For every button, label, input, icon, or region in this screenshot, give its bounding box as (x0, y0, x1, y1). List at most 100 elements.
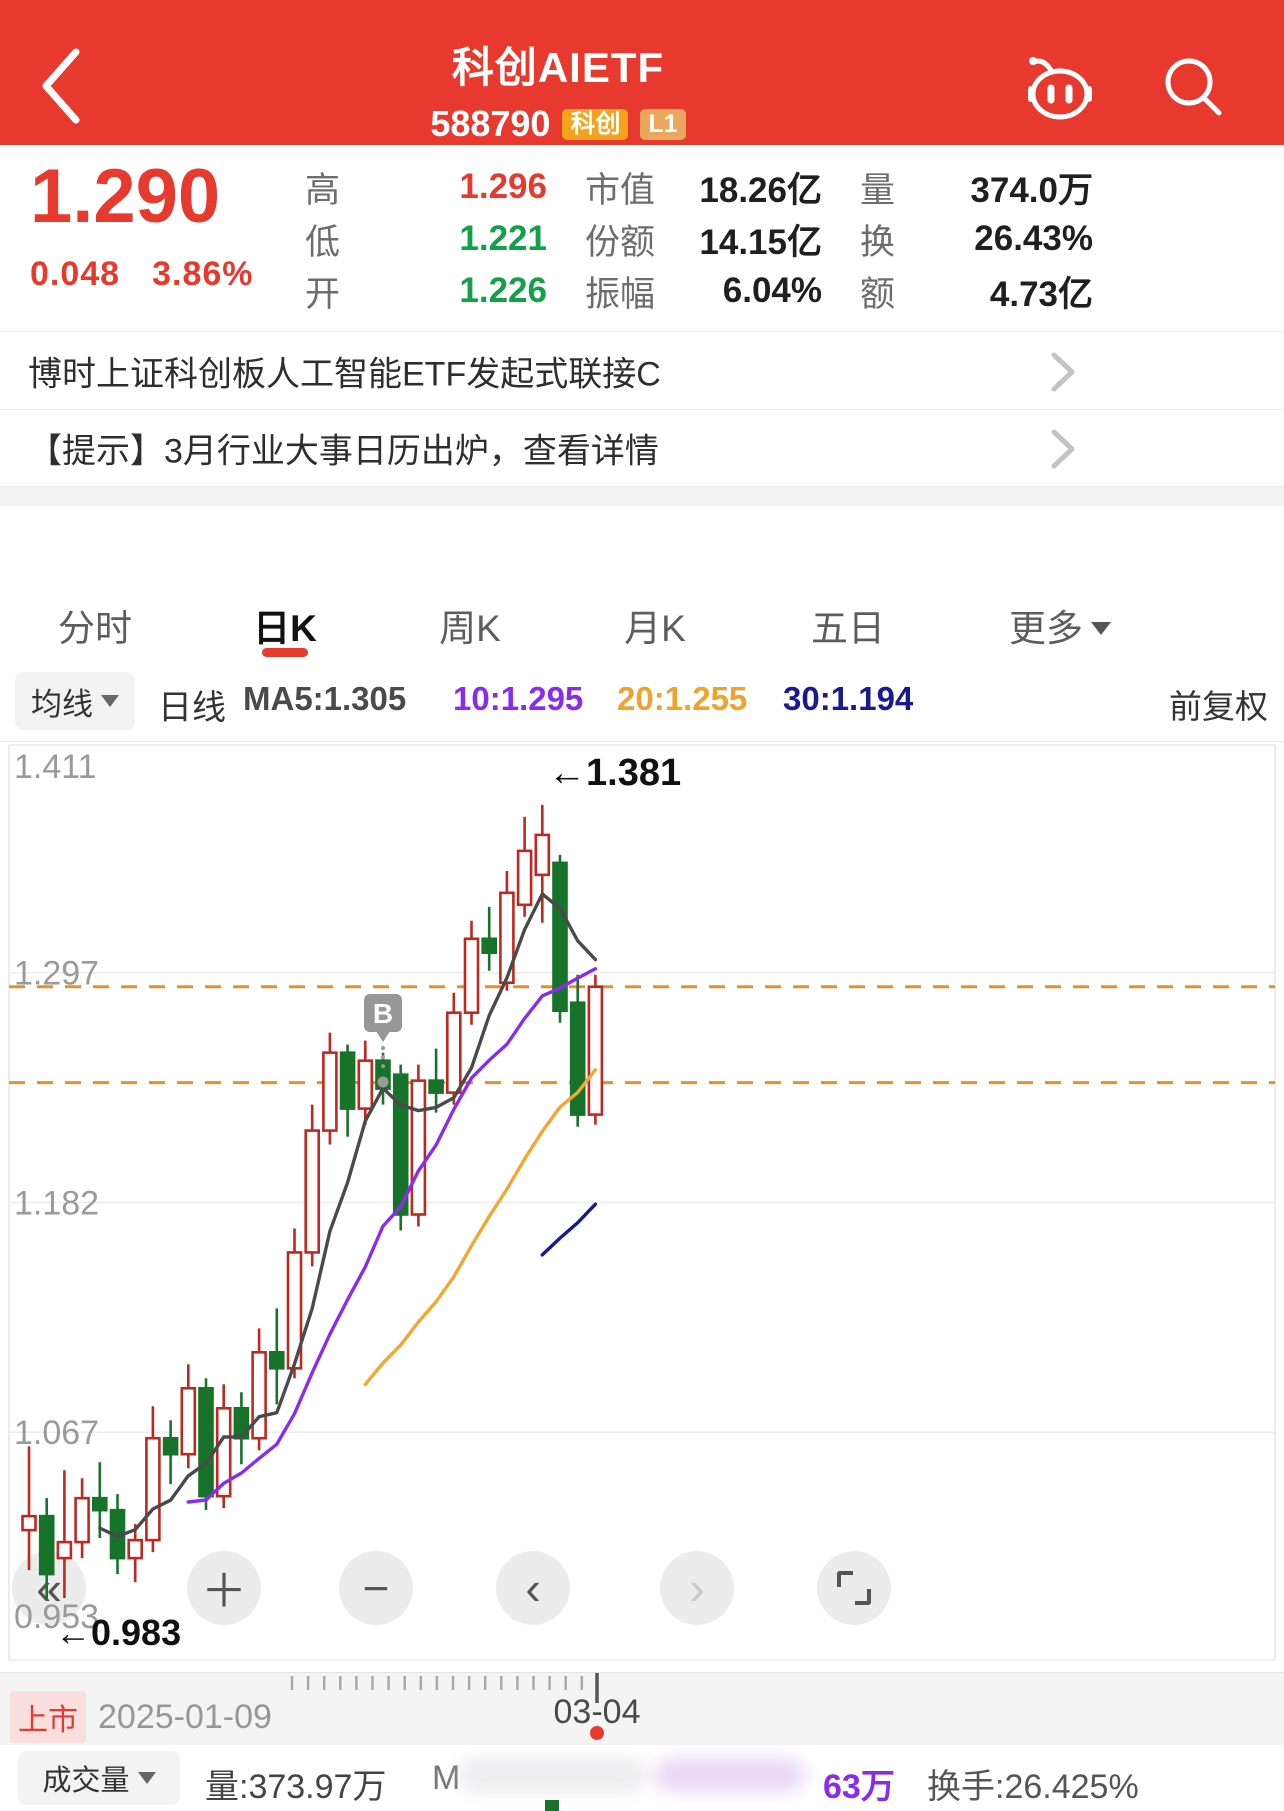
candle-down (198, 1386, 214, 1498)
stat-label: 额 (860, 274, 896, 314)
stat-value: 14.15亿 (699, 222, 822, 262)
page-title: 科创AIETF (451, 44, 665, 91)
candle-up (534, 833, 551, 877)
candle-down (233, 1406, 250, 1440)
candle-up (357, 1059, 374, 1110)
buy-marker-dot (377, 1076, 389, 1088)
candle-up (463, 937, 480, 1015)
listed-date: 2025-01-09 (98, 1697, 272, 1736)
section-divider (0, 487, 1284, 506)
candle-down (339, 1051, 356, 1110)
notice-row[interactable]: 【提示】3月行业大事日历出炉，查看详情 (0, 410, 1284, 487)
linked-fund-row[interactable]: 博时上证科创板人工智能ETF发起式联接C (0, 333, 1284, 410)
volume-indicator-selector[interactable]: 成交量 (18, 1751, 180, 1805)
candle-down (268, 1351, 285, 1370)
volume-ma-value: 63万 (823, 1768, 895, 1806)
tab-月K[interactable]: 月K (624, 608, 686, 649)
zoom-out-button[interactable]: − (339, 1551, 413, 1625)
tab-周K[interactable]: 周K (439, 608, 501, 649)
stat-label: 换 (860, 222, 896, 262)
last-price: 1.290 (30, 154, 221, 239)
ma-legend-item: 10:1.295 (453, 680, 584, 717)
stat-label: 开 (305, 274, 341, 314)
ma20-line (363, 1068, 598, 1387)
pan-left-button[interactable]: ‹ (496, 1551, 570, 1625)
search-icon[interactable] (1156, 52, 1232, 122)
candle-down (162, 1436, 179, 1456)
volume-row: 成交量 量:373.97万 M 63万 换手:26.425% (0, 1745, 1284, 1811)
stat-label: 份额 (585, 222, 656, 262)
tab-更多[interactable]: 更多 (1009, 598, 1111, 652)
ma-selector[interactable]: 均线 (15, 672, 135, 730)
stock-code: 588790 (430, 103, 551, 144)
cursor-dot (590, 1726, 604, 1740)
stat-value: 1.221 (459, 219, 547, 258)
period-tab-bar: 分时 日K 周K 月K 五日 更多 (0, 506, 1284, 1157)
chevron-right-icon (1051, 429, 1075, 469)
candle-down (392, 1073, 409, 1216)
stat-份额: 份额 14.15亿 (585, 213, 822, 265)
level-badge: L1 (640, 108, 686, 140)
candle-down (92, 1496, 108, 1512)
tab-五日[interactable]: 五日 (811, 608, 885, 649)
volume-ma-partial: M (432, 1759, 461, 1797)
quote-stat-column: 高 1.296 低 1.221 开 1.226 (305, 161, 547, 317)
candle-down (552, 861, 568, 1013)
rewind-button[interactable]: « (12, 1551, 86, 1625)
candle-up (587, 985, 604, 1116)
change-pct: 3.86% (152, 255, 254, 293)
pan-right-button[interactable]: › (660, 1551, 734, 1625)
candle-up (304, 1129, 321, 1254)
stat-换: 换 26.43% (860, 213, 1093, 265)
y-axis-label: 1.067 (14, 1414, 99, 1452)
fullscreen-button[interactable] (817, 1551, 891, 1625)
candle-up (516, 849, 533, 907)
stat-value: 26.43% (974, 219, 1093, 258)
y-axis-label: 1.411 (14, 748, 97, 786)
ma5-line (98, 892, 598, 1539)
volume-value: 量:373.97万 (205, 1768, 387, 1806)
candle-up (322, 1051, 338, 1132)
active-tab-underline (262, 648, 308, 657)
quote-stat-column: 量 374.0万换 26.43% 额 4.73亿 (860, 161, 1093, 317)
stat-低: 低 1.221 (305, 213, 547, 265)
candle-up (74, 1496, 90, 1544)
candle-up (251, 1351, 267, 1440)
kline-chart[interactable]: «＋ − ‹ › 1.411 1.297 1.182 1.067 0.953 B ←1.381 ←0… (0, 742, 1284, 1672)
tab-日K[interactable]: 日K (253, 608, 317, 649)
ma-legend-item: 20:1.255 (617, 680, 748, 717)
quote-panel: 1.290 0.048 3.86% 高 1.296 低 1.221 开 1.226 市值 18.… (0, 145, 1284, 332)
tab-分时[interactable]: 分时 (58, 608, 132, 649)
xaxis-band: 上市 2025-01-09 03-04 (0, 1672, 1284, 1745)
change-abs: 0.048 (30, 255, 121, 293)
minimap-ruler[interactable] (0, 1673, 1284, 1707)
stat-开: 开 1.226 (305, 265, 547, 317)
quote-stat-column: 市值 18.26亿 份额 14.15亿 振幅 6.04% (585, 161, 822, 317)
candle-down (569, 1001, 586, 1116)
ma-legend-item: MA5:1.305 (243, 680, 407, 717)
candle-down (428, 1079, 444, 1094)
back-icon[interactable] (0, 0, 120, 145)
ma-mode-label: 日线 (158, 689, 226, 727)
stat-value: 4.73亿 (989, 274, 1093, 314)
candle-up (286, 1251, 303, 1370)
adjust-mode-label[interactable]: 前复权 (1169, 688, 1268, 725)
stat-label: 量 (860, 170, 896, 210)
candle-up (21, 1514, 37, 1532)
ma-selector-label: 均线 (31, 686, 93, 722)
chevron-right-icon (1051, 352, 1075, 392)
zoom-in-button[interactable]: ＋ (187, 1551, 261, 1625)
board-badge: 科创 (562, 108, 629, 140)
candle-up (215, 1406, 232, 1498)
stat-value: 6.04% (722, 271, 822, 310)
chevron-down-icon (1091, 621, 1111, 635)
stat-高: 高 1.296 (305, 161, 547, 213)
price-change: 0.048 3.86% (30, 255, 286, 294)
y-axis-label: 1.182 (14, 1184, 99, 1222)
buy-marker-box (364, 994, 402, 1032)
stat-value: 1.226 (459, 271, 547, 310)
candle-up (445, 1011, 462, 1094)
assistant-robot-icon[interactable] (1022, 52, 1098, 122)
fullscreen-icon (837, 1571, 871, 1605)
